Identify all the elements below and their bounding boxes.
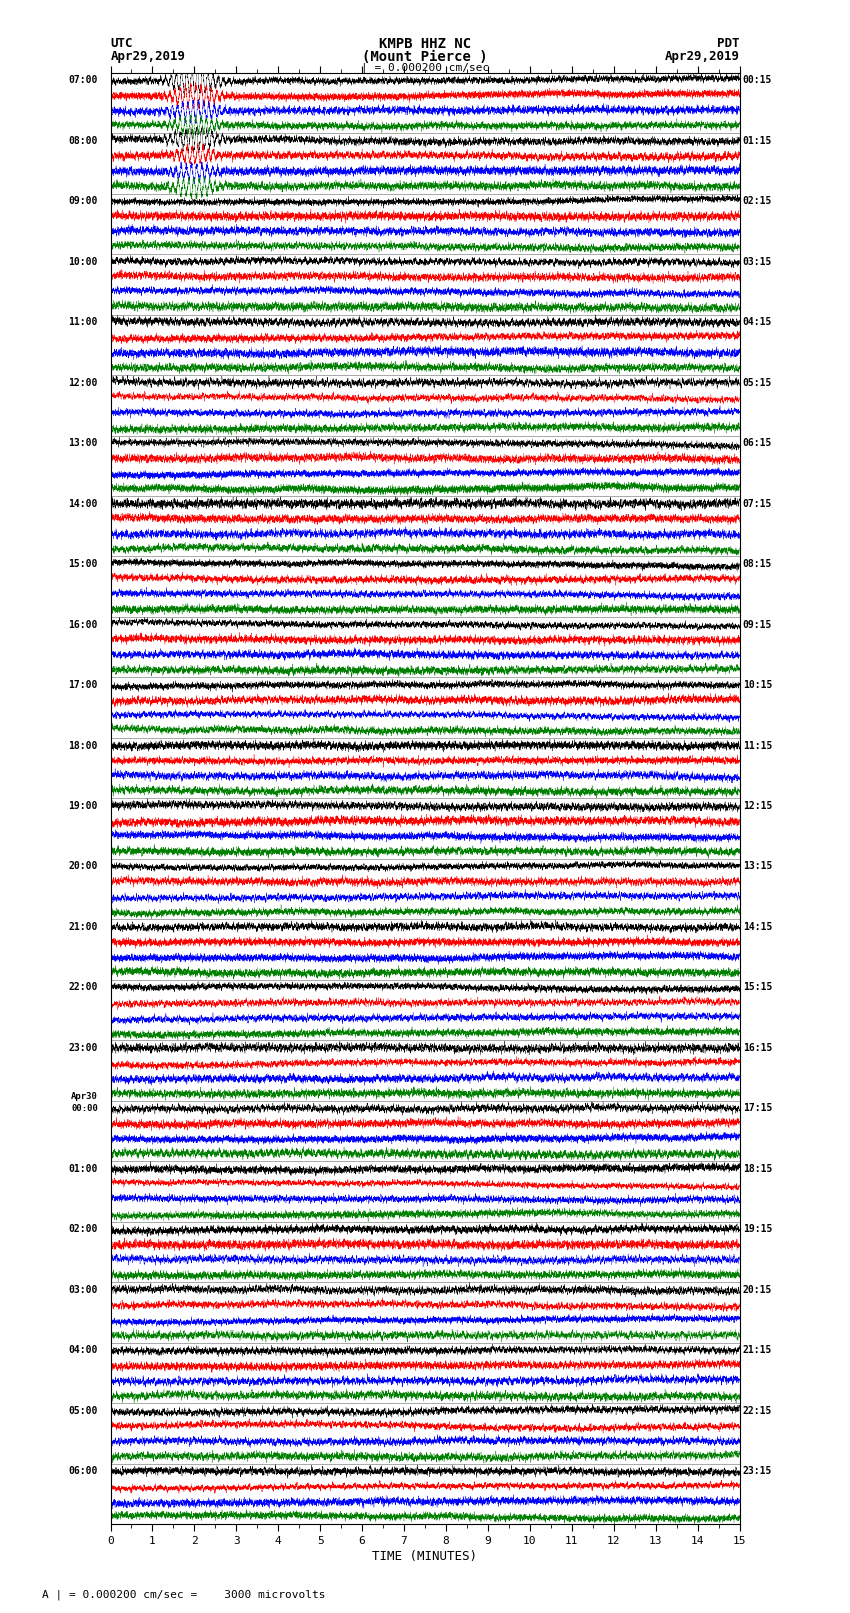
Text: 18:00: 18:00 <box>69 740 98 750</box>
Text: 11:00: 11:00 <box>69 318 98 327</box>
Text: 00:15: 00:15 <box>743 76 772 85</box>
Text: 16:00: 16:00 <box>69 619 98 629</box>
Text: 19:00: 19:00 <box>69 802 98 811</box>
Text: 04:00: 04:00 <box>69 1345 98 1355</box>
Text: 20:15: 20:15 <box>743 1286 772 1295</box>
Text: 07:15: 07:15 <box>743 498 772 508</box>
Text: 11:15: 11:15 <box>743 740 772 750</box>
Text: 01:00: 01:00 <box>69 1165 98 1174</box>
Text: Apr29,2019: Apr29,2019 <box>665 50 740 63</box>
Text: 21:15: 21:15 <box>743 1345 772 1355</box>
Text: Apr30: Apr30 <box>71 1092 98 1100</box>
Text: 18:15: 18:15 <box>743 1165 772 1174</box>
Text: 23:15: 23:15 <box>743 1466 772 1476</box>
Text: 19:15: 19:15 <box>743 1224 772 1234</box>
Text: 13:00: 13:00 <box>69 439 98 448</box>
Text: 07:00: 07:00 <box>69 76 98 85</box>
Text: 15:00: 15:00 <box>69 560 98 569</box>
Text: A | = 0.000200 cm/sec =    3000 microvolts: A | = 0.000200 cm/sec = 3000 microvolts <box>42 1589 326 1600</box>
Text: (Mount Pierce ): (Mount Pierce ) <box>362 50 488 65</box>
Text: 05:00: 05:00 <box>69 1407 98 1416</box>
Text: 10:00: 10:00 <box>69 256 98 266</box>
Text: 23:00: 23:00 <box>69 1044 98 1053</box>
Text: 06:15: 06:15 <box>743 439 772 448</box>
Text: 22:00: 22:00 <box>69 982 98 992</box>
Text: 22:15: 22:15 <box>743 1407 772 1416</box>
Text: 21:00: 21:00 <box>69 923 98 932</box>
Text: 03:15: 03:15 <box>743 256 772 266</box>
Text: 01:15: 01:15 <box>743 135 772 145</box>
Text: 09:15: 09:15 <box>743 619 772 629</box>
Text: PDT: PDT <box>717 37 740 50</box>
Text: UTC: UTC <box>110 37 133 50</box>
Text: 17:00: 17:00 <box>69 681 98 690</box>
Text: 06:00: 06:00 <box>69 1466 98 1476</box>
Text: 14:15: 14:15 <box>743 923 772 932</box>
Text: KMPB HHZ NC: KMPB HHZ NC <box>379 37 471 52</box>
Text: 12:00: 12:00 <box>69 377 98 387</box>
Text: 02:15: 02:15 <box>743 197 772 206</box>
Text: 20:00: 20:00 <box>69 861 98 871</box>
Text: 13:15: 13:15 <box>743 861 772 871</box>
Text: Apr29,2019: Apr29,2019 <box>110 50 185 63</box>
Text: 04:15: 04:15 <box>743 318 772 327</box>
Text: 17:15: 17:15 <box>743 1103 772 1113</box>
Text: 16:15: 16:15 <box>743 1044 772 1053</box>
X-axis label: TIME (MINUTES): TIME (MINUTES) <box>372 1550 478 1563</box>
Text: 09:00: 09:00 <box>69 197 98 206</box>
Text: | = 0.000200 cm/sec: | = 0.000200 cm/sec <box>361 63 489 74</box>
Text: 08:15: 08:15 <box>743 560 772 569</box>
Text: 02:00: 02:00 <box>69 1224 98 1234</box>
Text: 08:00: 08:00 <box>69 135 98 145</box>
Text: 15:15: 15:15 <box>743 982 772 992</box>
Text: 10:15: 10:15 <box>743 681 772 690</box>
Text: 05:15: 05:15 <box>743 377 772 387</box>
Text: 00:00: 00:00 <box>71 1103 98 1113</box>
Text: 14:00: 14:00 <box>69 498 98 508</box>
Text: 12:15: 12:15 <box>743 802 772 811</box>
Text: 03:00: 03:00 <box>69 1286 98 1295</box>
